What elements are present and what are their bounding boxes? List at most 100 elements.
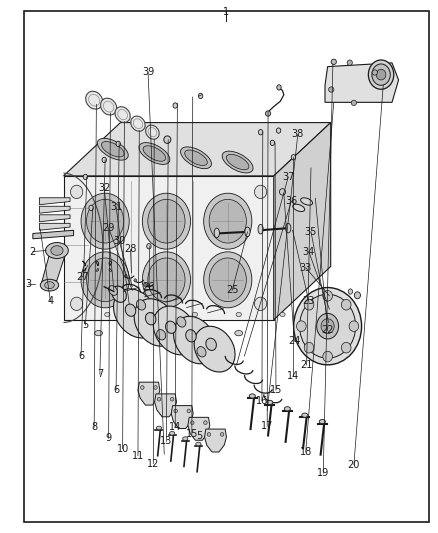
Text: 32: 32 bbox=[98, 183, 110, 192]
Ellipse shape bbox=[194, 326, 235, 372]
Ellipse shape bbox=[86, 91, 102, 109]
Ellipse shape bbox=[279, 189, 286, 195]
Ellipse shape bbox=[323, 351, 332, 362]
Ellipse shape bbox=[204, 252, 252, 308]
Text: 26: 26 bbox=[143, 282, 155, 292]
Ellipse shape bbox=[192, 312, 198, 317]
Ellipse shape bbox=[258, 130, 263, 135]
Ellipse shape bbox=[368, 60, 394, 90]
Ellipse shape bbox=[145, 312, 156, 325]
Ellipse shape bbox=[137, 300, 145, 310]
Ellipse shape bbox=[148, 199, 185, 243]
Ellipse shape bbox=[277, 85, 281, 90]
Text: 21: 21 bbox=[300, 360, 313, 370]
Ellipse shape bbox=[220, 433, 224, 436]
Ellipse shape bbox=[165, 330, 173, 336]
Ellipse shape bbox=[236, 312, 241, 317]
Ellipse shape bbox=[166, 321, 176, 334]
Ellipse shape bbox=[200, 330, 208, 336]
Polygon shape bbox=[188, 417, 210, 440]
Ellipse shape bbox=[341, 300, 351, 310]
Text: 3: 3 bbox=[25, 279, 32, 288]
Ellipse shape bbox=[86, 258, 124, 302]
Ellipse shape bbox=[376, 69, 386, 80]
Text: 31: 31 bbox=[110, 202, 122, 212]
Ellipse shape bbox=[144, 283, 146, 286]
Ellipse shape bbox=[164, 136, 171, 143]
Ellipse shape bbox=[254, 297, 267, 310]
Text: 28: 28 bbox=[124, 245, 137, 254]
Text: 8: 8 bbox=[91, 423, 97, 432]
Ellipse shape bbox=[209, 258, 246, 302]
Ellipse shape bbox=[125, 304, 136, 317]
Polygon shape bbox=[155, 394, 177, 417]
Ellipse shape bbox=[101, 98, 117, 115]
Text: 20: 20 bbox=[348, 460, 360, 470]
Text: 23: 23 bbox=[303, 296, 315, 306]
Text: 25: 25 bbox=[226, 286, 238, 295]
Ellipse shape bbox=[148, 312, 154, 317]
Ellipse shape bbox=[112, 286, 126, 302]
Polygon shape bbox=[42, 256, 65, 282]
Ellipse shape bbox=[351, 100, 357, 106]
Ellipse shape bbox=[284, 407, 290, 411]
Ellipse shape bbox=[267, 400, 273, 405]
Ellipse shape bbox=[209, 199, 246, 243]
Ellipse shape bbox=[354, 292, 360, 298]
Ellipse shape bbox=[83, 174, 88, 180]
Polygon shape bbox=[39, 198, 70, 205]
Ellipse shape bbox=[235, 330, 243, 336]
Ellipse shape bbox=[293, 288, 362, 365]
Text: 10: 10 bbox=[117, 444, 129, 454]
Ellipse shape bbox=[113, 289, 158, 338]
Ellipse shape bbox=[102, 157, 106, 163]
Ellipse shape bbox=[304, 342, 314, 353]
Ellipse shape bbox=[86, 199, 124, 243]
Ellipse shape bbox=[186, 329, 196, 342]
Ellipse shape bbox=[170, 398, 174, 401]
Ellipse shape bbox=[134, 298, 177, 346]
Text: 35: 35 bbox=[305, 227, 317, 237]
Ellipse shape bbox=[187, 409, 191, 413]
Ellipse shape bbox=[196, 442, 201, 446]
Ellipse shape bbox=[157, 398, 161, 401]
Text: 1: 1 bbox=[223, 7, 229, 17]
Ellipse shape bbox=[142, 193, 191, 249]
Polygon shape bbox=[325, 63, 399, 102]
Ellipse shape bbox=[170, 432, 175, 435]
Ellipse shape bbox=[185, 150, 207, 165]
Ellipse shape bbox=[317, 313, 339, 339]
Ellipse shape bbox=[204, 193, 252, 249]
Ellipse shape bbox=[302, 413, 308, 417]
Ellipse shape bbox=[71, 185, 83, 199]
Ellipse shape bbox=[280, 312, 285, 317]
Ellipse shape bbox=[258, 224, 263, 234]
Ellipse shape bbox=[222, 151, 253, 173]
Ellipse shape bbox=[40, 279, 59, 291]
Text: 5: 5 bbox=[82, 320, 88, 330]
Ellipse shape bbox=[153, 306, 197, 355]
Ellipse shape bbox=[297, 321, 306, 332]
Text: 2: 2 bbox=[30, 247, 36, 256]
Text: 15: 15 bbox=[186, 430, 198, 439]
Text: 33: 33 bbox=[300, 263, 312, 272]
Text: 11: 11 bbox=[132, 451, 144, 461]
Ellipse shape bbox=[148, 258, 185, 302]
Polygon shape bbox=[64, 123, 331, 176]
Text: 24: 24 bbox=[288, 336, 300, 346]
Text: 6: 6 bbox=[78, 351, 84, 360]
Ellipse shape bbox=[102, 142, 124, 157]
Ellipse shape bbox=[141, 386, 144, 389]
Ellipse shape bbox=[105, 312, 110, 317]
Ellipse shape bbox=[139, 143, 170, 164]
Ellipse shape bbox=[341, 342, 351, 353]
Polygon shape bbox=[205, 429, 226, 452]
Ellipse shape bbox=[134, 279, 137, 282]
Text: 29: 29 bbox=[102, 223, 115, 233]
Ellipse shape bbox=[204, 421, 207, 424]
Text: 4: 4 bbox=[47, 296, 53, 306]
Polygon shape bbox=[171, 406, 193, 429]
Text: 15: 15 bbox=[270, 385, 282, 395]
Text: 9: 9 bbox=[106, 433, 112, 443]
Ellipse shape bbox=[348, 289, 353, 294]
